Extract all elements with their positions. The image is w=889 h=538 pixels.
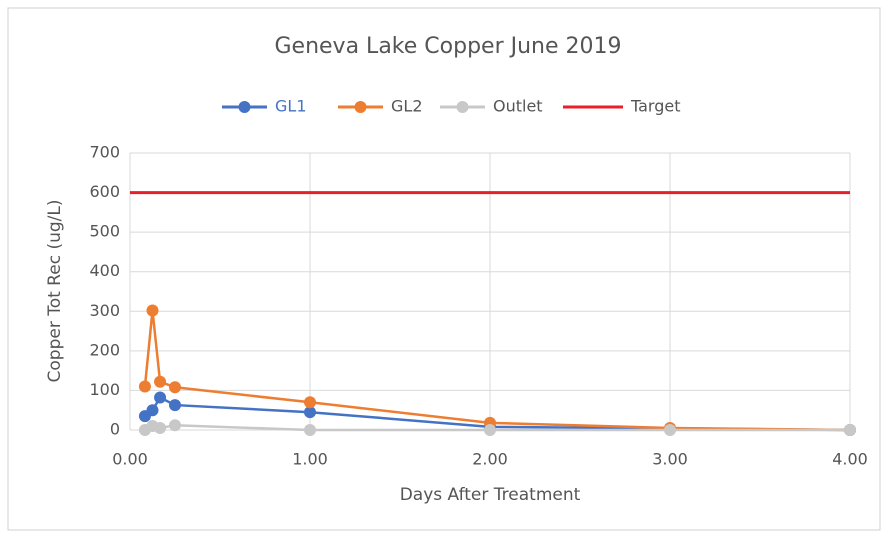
data-point [304,396,316,409]
y-tick-label: 300 [89,301,120,320]
legend-label: GL2 [391,97,423,116]
x-tick-label: 1.00 [292,450,328,469]
legend-label: Outlet [493,97,543,116]
data-point [169,419,181,432]
data-point [484,424,496,436]
data-point [304,406,316,419]
series-line [143,310,851,432]
x-tick-label: 3.00 [652,450,688,469]
data-point [138,380,151,393]
data-point [169,399,181,412]
x-tick-label: 4.00 [832,450,868,469]
y-tick-label: 600 [89,182,120,201]
data-point [154,422,167,435]
legend-marker [354,101,367,113]
y-tick-label: 100 [89,380,120,399]
chart-frame [7,7,881,531]
data-point [844,424,856,436]
legend-label: GL1 [275,97,307,116]
data-point [304,424,316,436]
data-point [154,375,167,388]
y-tick-label: 200 [89,340,120,359]
y-tick-label: 700 [89,143,120,162]
x-axis-title: Days After Treatment [400,485,581,505]
x-tick-label: 2.00 [472,450,508,469]
data-point [146,304,159,317]
x-tick-label: 0.00 [112,450,148,469]
legend-label: Target [630,97,681,116]
y-tick-label: 0 [110,420,120,439]
y-tick-label: 400 [89,261,120,280]
y-axis-title: Copper Tot Rec (ug/L) [45,200,65,383]
legend-marker [238,101,251,113]
legend-marker [456,101,469,113]
data-point [146,404,159,417]
y-tick-label: 500 [89,222,120,241]
data-point [664,424,676,436]
data-point [169,381,181,394]
chart-title: Geneva Lake Copper June 2019 [275,34,622,59]
data-point [154,391,167,404]
